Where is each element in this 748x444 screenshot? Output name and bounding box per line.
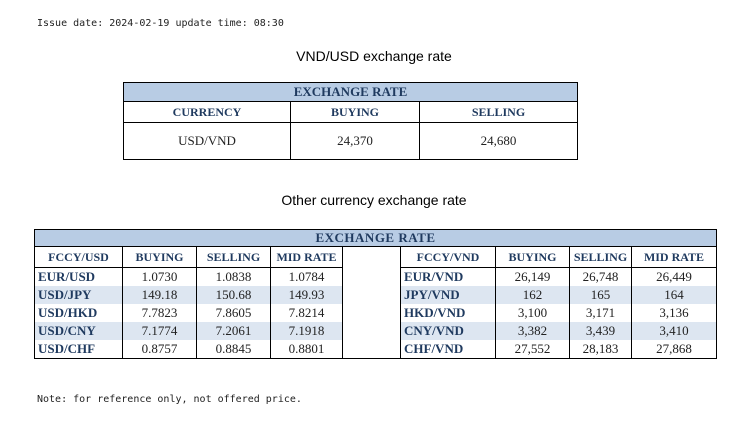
mid-rate-cell: 149.93 xyxy=(270,286,343,304)
gap-cell xyxy=(342,304,401,322)
column-header-selling: SELLING xyxy=(196,246,271,268)
pair-cell: EUR/VND xyxy=(400,267,496,286)
buying-cell: 149.18 xyxy=(122,286,197,304)
table-row: USD/CNY 7.1774 7.2061 7.1918 CNY/VND 3,3… xyxy=(34,322,717,340)
mid-rate-cell: 3,410 xyxy=(631,322,717,340)
buying-cell: 26,149 xyxy=(495,267,570,286)
currency-cell: USD/VND xyxy=(178,133,236,148)
column-header-selling: SELLING xyxy=(419,101,578,123)
mid-rate-cell: 0.8801 xyxy=(270,340,343,359)
selling-cell: 26,748 xyxy=(569,267,632,286)
selling-cell: 150.68 xyxy=(196,286,271,304)
buying-cell: 162 xyxy=(495,286,570,304)
table-row: USD/HKD 7.7823 7.8605 7.8214 HKD/VND 3,1… xyxy=(34,304,717,322)
mid-rate-cell: 1.0784 xyxy=(270,267,343,286)
buying-cell: 0.8757 xyxy=(122,340,197,359)
disclaimer-note: Note: for reference only, not offered pr… xyxy=(37,394,302,405)
gap-cell xyxy=(342,322,401,340)
buying-cell: 3,100 xyxy=(495,304,570,322)
column-header-mid-rate: MID RATE xyxy=(631,246,717,268)
selling-cell: 1.0838 xyxy=(196,267,271,286)
pair-cell: EUR/USD xyxy=(34,267,123,286)
column-header-selling: SELLING xyxy=(569,246,632,268)
column-header-mid-rate: MID RATE xyxy=(270,246,343,268)
selling-cell: 24,680 xyxy=(419,122,578,160)
vnd-usd-heading: VND/USD exchange rate xyxy=(296,48,452,64)
table-row: USD/CHF 0.8757 0.8845 0.8801 CHF/VND 27,… xyxy=(34,340,717,359)
table-row: EUR/USD 1.0730 1.0838 1.0784 EUR/VND 26,… xyxy=(34,267,717,286)
gap-cell xyxy=(342,267,401,286)
mid-rate-cell: 7.8214 xyxy=(270,304,343,322)
buying-cell: 7.1774 xyxy=(122,322,197,340)
mid-rate-cell: 3,136 xyxy=(631,304,717,322)
pair-cell: JPY/VND xyxy=(400,286,496,304)
pair-cell: CNY/VND xyxy=(400,322,496,340)
mid-rate-cell: 27,868 xyxy=(631,340,717,359)
table-row: USD/JPY 149.18 150.68 149.93 JPY/VND 162… xyxy=(34,286,717,304)
column-header-currency: CURRENCY xyxy=(123,101,291,123)
selling-cell: 165 xyxy=(569,286,632,304)
buying-cell: 1.0730 xyxy=(122,267,197,286)
issue-date-line: Issue date: 2024-02-19 update time: 08:3… xyxy=(37,18,284,29)
buying-cell: 7.7823 xyxy=(122,304,197,322)
gap-cell xyxy=(342,340,401,359)
table-title: EXCHANGE RATE xyxy=(123,82,578,102)
table-title: EXCHANGE RATE xyxy=(34,229,717,247)
column-gap xyxy=(342,246,401,268)
selling-cell: 28,183 xyxy=(569,340,632,359)
mid-rate-cell: 7.1918 xyxy=(270,322,343,340)
pair-cell: USD/HKD xyxy=(34,304,123,322)
column-header-fccy-usd: FCCY/USD xyxy=(34,246,123,268)
pair-cell: HKD/VND xyxy=(400,304,496,322)
selling-cell: 3,171 xyxy=(569,304,632,322)
selling-cell: 3,439 xyxy=(569,322,632,340)
vnd-usd-rate-table: EXCHANGE RATE CURRENCY BUYING SELLING US… xyxy=(123,82,578,160)
pair-cell: CHF/VND xyxy=(400,340,496,359)
other-currency-rate-table: EXCHANGE RATE FCCY/USD BUYING SELLING MI… xyxy=(34,229,717,359)
buying-cell: 3,382 xyxy=(495,322,570,340)
column-header-buying: BUYING xyxy=(495,246,570,268)
column-header-fccy-vnd: FCCY/VND xyxy=(400,246,496,268)
column-header-buying: BUYING xyxy=(122,246,197,268)
pair-cell: USD/CNY xyxy=(34,322,123,340)
mid-rate-cell: 164 xyxy=(631,286,717,304)
pair-cell: USD/JPY xyxy=(34,286,123,304)
column-header-buying: BUYING xyxy=(290,101,420,123)
selling-cell: 7.8605 xyxy=(196,304,271,322)
buying-cell: 27,552 xyxy=(495,340,570,359)
buying-cell: 24,370 xyxy=(290,122,420,160)
selling-cell: 7.2061 xyxy=(196,322,271,340)
other-currency-heading: Other currency exchange rate xyxy=(281,192,467,208)
pair-cell: USD/CHF xyxy=(34,340,123,359)
selling-cell: 0.8845 xyxy=(196,340,271,359)
gap-cell xyxy=(342,286,401,304)
mid-rate-cell: 26,449 xyxy=(631,267,717,286)
